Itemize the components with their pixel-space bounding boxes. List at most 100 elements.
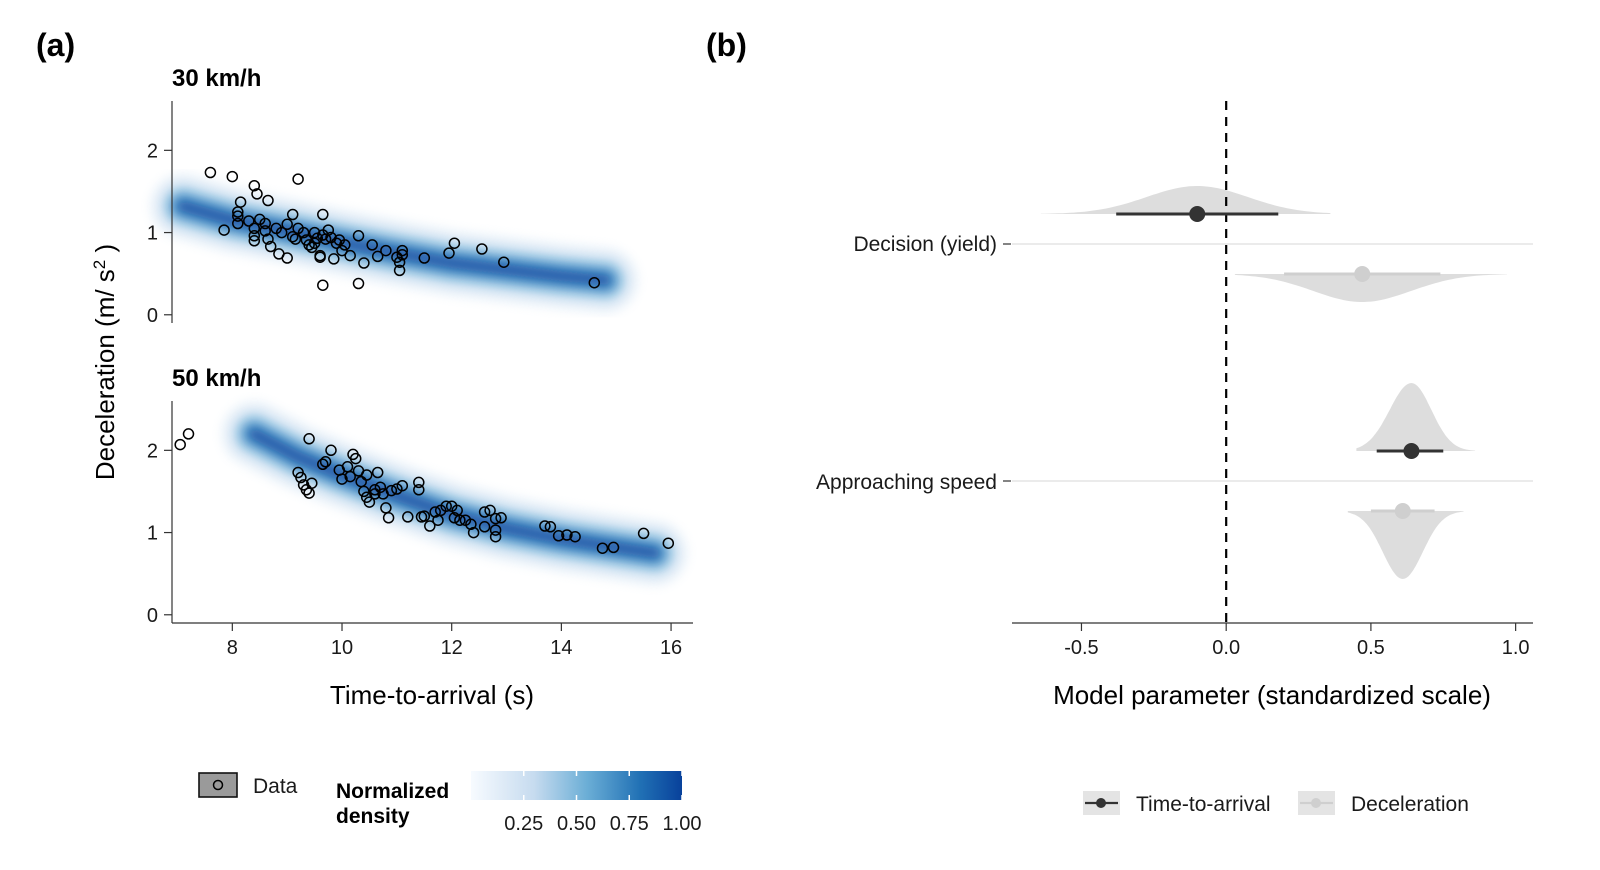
data-point — [322, 224, 335, 236]
data-point — [234, 196, 247, 208]
x-tick-label: 12 — [441, 637, 463, 659]
y-tick-label: 0 — [147, 305, 158, 327]
data-point — [262, 233, 274, 245]
data-point — [418, 510, 431, 522]
data-point — [251, 188, 263, 200]
posterior-distributions — [1040, 186, 1507, 579]
point-estimate — [1189, 206, 1206, 222]
y-axis-title-end: ) — [90, 244, 120, 260]
data-point — [393, 256, 406, 268]
facet-50kmh-plot: 012 8 10 12 14 16 — [147, 400, 693, 659]
category-gridlines — [1012, 243, 1533, 482]
data-point — [218, 224, 230, 236]
data-point — [303, 239, 315, 251]
y-axis-title: Deceleration (m/ s2 ) — [90, 244, 120, 480]
data-point — [248, 179, 261, 192]
data-point — [281, 252, 293, 264]
posterior-density — [1234, 274, 1507, 302]
data-point — [264, 240, 277, 253]
data-point — [544, 521, 557, 533]
data-point — [380, 244, 392, 257]
data-point — [637, 527, 650, 540]
data-point — [396, 249, 409, 261]
legend-panel-a: Data Normalized density 0.25 0.50 0.75 1.00 — [198, 771, 701, 835]
data-point — [424, 520, 436, 532]
data-point — [232, 217, 244, 230]
x-tick-label: 1.0 — [1502, 637, 1530, 659]
data-point — [569, 530, 581, 543]
interval-estimates — [1116, 206, 1444, 519]
panel-b-plot: -0.5 0.0 0.5 1.0 Decision (yield) Approachi… — [816, 101, 1533, 659]
density-legend-title-line2: density — [336, 805, 410, 828]
point-estimate — [1394, 503, 1411, 519]
data-point — [303, 433, 315, 445]
data-point — [588, 276, 601, 289]
data-point — [344, 470, 356, 483]
data-point — [371, 466, 384, 479]
data-legend-label: Data — [253, 775, 298, 798]
data-point — [306, 477, 318, 489]
x-ticks: 8 10 12 14 16 — [227, 623, 682, 659]
data-point — [328, 253, 340, 265]
y-tick-label: 2 — [147, 140, 158, 162]
data-point — [382, 512, 395, 524]
legend-key-point — [1311, 798, 1321, 808]
data-point — [352, 230, 365, 242]
data-point — [478, 521, 491, 533]
colorbar-ticks: 0.25 0.50 0.75 1.00 — [504, 771, 701, 835]
data-point — [292, 173, 304, 185]
x-tick-label: 14 — [550, 637, 572, 659]
y-axis-title-main: Deceleration (m/ s — [90, 269, 120, 480]
x-tick-label: 0.5 — [1357, 637, 1385, 659]
data-point — [317, 458, 329, 471]
data-point — [413, 476, 425, 489]
posterior-density — [1040, 186, 1331, 214]
category-label-decision-yield: Decision (yield) — [853, 233, 997, 256]
data-point — [311, 232, 324, 245]
points-layer — [174, 428, 675, 554]
data-point — [295, 471, 307, 484]
points-layer — [204, 166, 601, 291]
facet-title-30kmh: 30 km/h — [172, 65, 261, 92]
data-point — [319, 456, 332, 468]
data-point — [374, 481, 387, 494]
data-point — [396, 479, 409, 492]
data-point — [314, 251, 326, 263]
data-point — [286, 230, 299, 243]
data-point — [358, 257, 370, 269]
data-point — [552, 530, 565, 542]
facet-30kmh-plot: 0 1 2 — [147, 101, 639, 327]
data-point — [336, 244, 348, 257]
data-point — [385, 484, 398, 497]
y-tick-label: 1 — [147, 223, 158, 245]
data-point — [317, 208, 329, 221]
data-point — [596, 542, 609, 554]
data-point — [366, 239, 378, 251]
colorbar-tick-label: 0.25 — [504, 813, 543, 835]
x-ticks: -0.5 0.0 0.5 1.0 — [1064, 623, 1530, 659]
x-tick-label: 8 — [227, 637, 238, 659]
x-tick-label: 0.0 — [1212, 637, 1240, 659]
posterior-density — [1356, 383, 1476, 451]
data-point — [454, 514, 466, 526]
colorbar-tick-label: 0.50 — [557, 813, 596, 835]
data-point — [336, 473, 348, 485]
colorbar-tick-label: 0.75 — [610, 813, 649, 835]
data-point — [262, 194, 274, 207]
x-tick-label: 16 — [660, 637, 682, 659]
panel-b-label: (b) — [706, 27, 747, 63]
density-legend-title-line1: Normalized — [336, 780, 449, 803]
data-point — [448, 237, 461, 249]
data-point — [396, 244, 409, 257]
data-point — [232, 210, 244, 222]
data-point — [489, 512, 502, 525]
data-point — [339, 239, 351, 251]
y-ticks: 0 1 2 — [147, 140, 172, 327]
data-point — [248, 222, 261, 235]
y-ticks: 0 1 2 — [147, 440, 172, 627]
data-point — [467, 526, 480, 539]
data-point — [476, 243, 488, 255]
legend-label-time-to-arrival: Time-to-arrival — [1136, 793, 1271, 816]
data-point — [286, 208, 299, 221]
